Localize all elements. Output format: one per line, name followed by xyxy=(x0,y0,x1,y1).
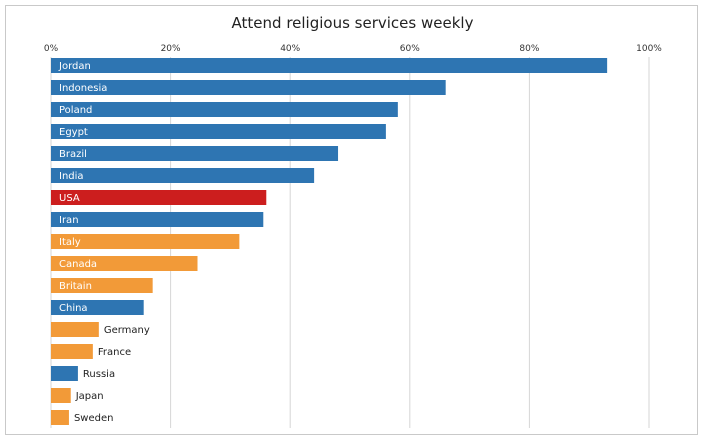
x-tick-label: 20% xyxy=(161,44,181,54)
bar-label: Iran xyxy=(59,215,79,226)
bar-label: Germany xyxy=(104,325,150,336)
bar-group: Brazil xyxy=(51,146,339,161)
x-tick-label: 0% xyxy=(44,44,59,54)
bar xyxy=(51,344,93,359)
bar-label: Britain xyxy=(59,281,92,292)
bars: Jordan Indonesia Poland Egypt Brazil India USA… xyxy=(51,58,608,425)
bar-group: Egypt xyxy=(51,124,386,139)
bar-label: Italy xyxy=(59,237,81,248)
bar-group: USA xyxy=(51,190,267,205)
bar-group: Indonesia xyxy=(51,80,446,95)
bar xyxy=(51,388,71,403)
bar-label: Russia xyxy=(83,369,115,380)
x-axis-ticks: 0% 20% 40% 60% 80% 100% xyxy=(44,44,662,54)
bar-group: China xyxy=(51,300,144,315)
bar-label: Jordan xyxy=(58,61,91,72)
bar xyxy=(51,212,264,227)
bar-label: USA xyxy=(59,193,80,204)
bar xyxy=(51,300,144,315)
bar-label: Japan xyxy=(75,391,104,402)
bar xyxy=(51,146,339,161)
chart-title: Attend religious services weekly xyxy=(231,14,474,32)
bar xyxy=(51,410,69,425)
bar xyxy=(51,190,267,205)
bar xyxy=(51,322,99,337)
bar-label: France xyxy=(98,347,131,358)
x-tick-label: 80% xyxy=(519,44,539,54)
bar xyxy=(51,58,608,73)
bar xyxy=(51,124,386,139)
bar-group: Italy xyxy=(51,234,240,249)
bar-group: India xyxy=(51,168,315,183)
bar-label: India xyxy=(59,171,84,182)
x-tick-label: 40% xyxy=(280,44,300,54)
bar xyxy=(51,80,446,95)
bar-label: Indonesia xyxy=(59,83,107,94)
bar-group: Iran xyxy=(51,212,264,227)
bar-group: Russia xyxy=(51,366,115,381)
bar-label: China xyxy=(59,303,88,314)
bar-label: Egypt xyxy=(59,127,88,138)
x-tick-label: 100% xyxy=(636,44,662,54)
bar xyxy=(51,234,240,249)
bar-group: Jordan xyxy=(51,58,608,73)
bar-group: Canada xyxy=(51,256,198,271)
bar-group: Germany xyxy=(51,322,150,337)
bar xyxy=(51,102,398,117)
bar-group: Japan xyxy=(51,388,104,403)
bar-group: Poland xyxy=(51,102,398,117)
bar-group: Sweden xyxy=(51,410,113,425)
bar-group: Britain xyxy=(51,278,153,293)
bar-label: Canada xyxy=(59,259,97,270)
bar-label: Poland xyxy=(59,105,92,116)
bar xyxy=(51,256,198,271)
bar xyxy=(51,366,78,381)
bar-label: Brazil xyxy=(59,149,87,160)
bar xyxy=(51,168,315,183)
bar-group: France xyxy=(51,344,131,359)
x-tick-label: 60% xyxy=(400,44,420,54)
bar xyxy=(51,278,153,293)
bar-label: Sweden xyxy=(74,413,114,424)
